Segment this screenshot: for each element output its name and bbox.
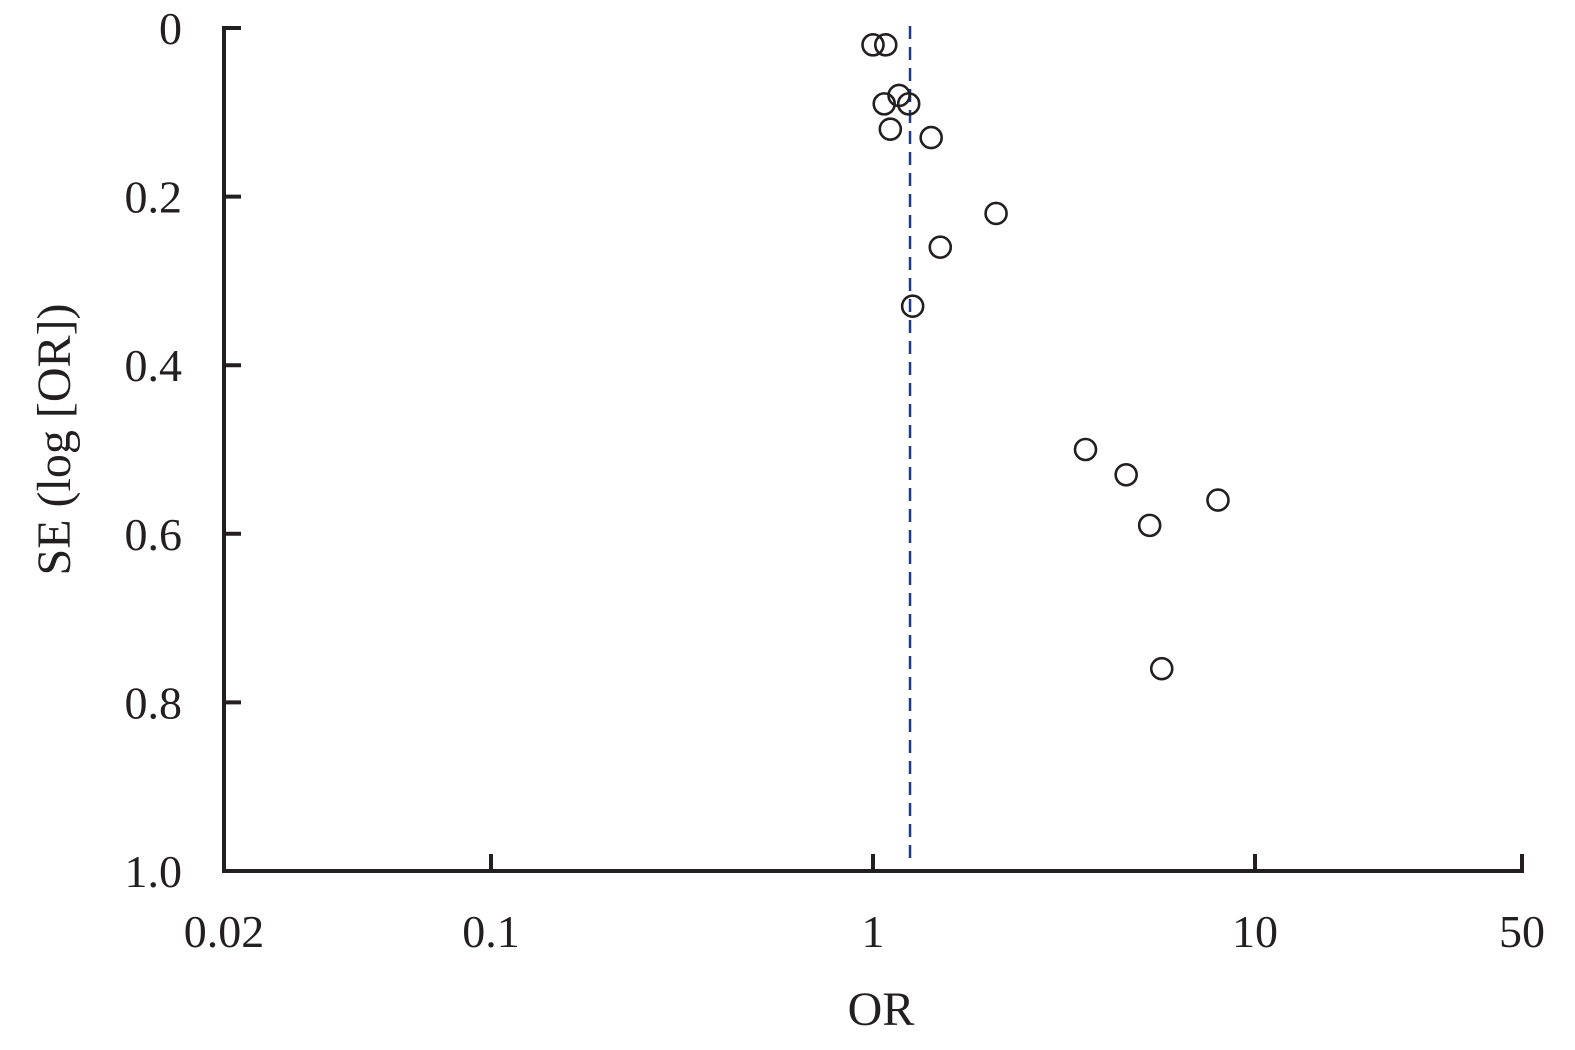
x-axis-ticks: 0.02 0.1 1 10 50	[184, 854, 1545, 957]
x-tick-label: 50	[1499, 906, 1545, 957]
study-point	[1073, 437, 1098, 462]
x-tick-label: 1	[862, 906, 885, 957]
y-tick-label: 1.0	[125, 846, 183, 897]
y-tick-label: 0.8	[125, 677, 183, 728]
y-tick-label: 0.6	[125, 509, 183, 560]
axes	[222, 26, 1524, 873]
y-axis-title: SE (log [OR])	[28, 304, 81, 576]
y-tick-label: 0	[159, 3, 182, 54]
study-point	[1137, 513, 1162, 538]
study-points	[861, 33, 1230, 681]
study-point	[928, 235, 953, 259]
study-point	[919, 125, 943, 150]
x-tick-label: 0.1	[462, 906, 520, 957]
study-point	[984, 201, 1008, 226]
x-axis-title: OR	[848, 983, 915, 1036]
x-tick-label: 10	[1232, 906, 1278, 957]
study-point	[896, 92, 921, 116]
study-point	[1114, 462, 1138, 487]
study-point	[873, 33, 898, 57]
x-tick-label: 0.02	[184, 906, 265, 957]
study-point	[1149, 656, 1174, 681]
y-tick-label: 0.2	[125, 172, 183, 223]
y-tick-label: 0.4	[125, 340, 183, 391]
study-point	[878, 117, 903, 141]
study-point	[861, 33, 885, 57]
study-point	[900, 294, 925, 318]
y-axis-ticks: 0 0.2 0.4 0.6 0.8 1.0	[125, 3, 241, 897]
study-point	[1206, 488, 1230, 512]
